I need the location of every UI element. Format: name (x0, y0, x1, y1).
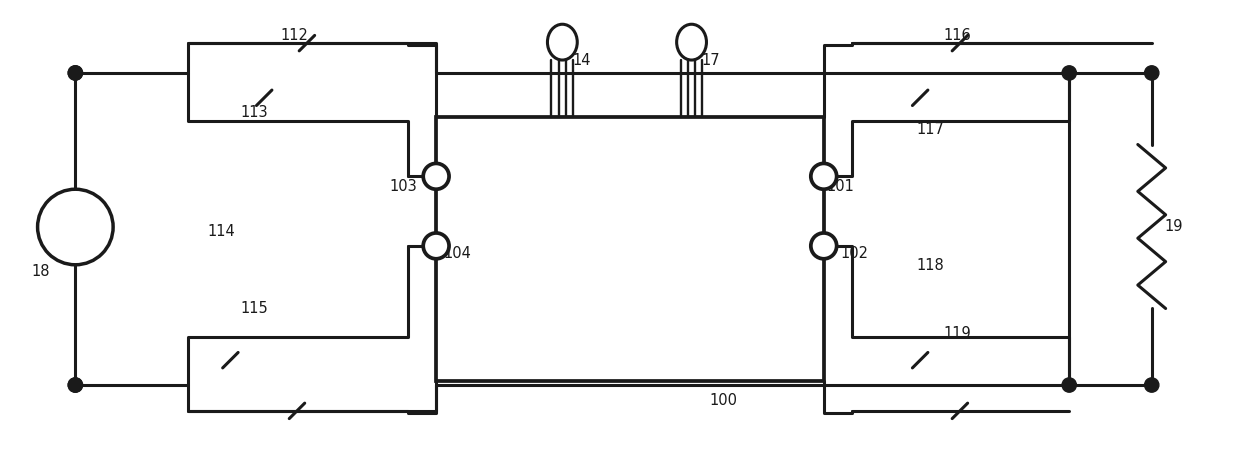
Ellipse shape (676, 24, 706, 60)
Text: 100: 100 (710, 394, 737, 409)
Circle shape (1145, 66, 1158, 80)
Text: 113: 113 (240, 105, 268, 120)
Text: 115: 115 (240, 301, 268, 316)
Ellipse shape (548, 24, 577, 60)
Text: 112: 112 (280, 28, 309, 43)
Circle shape (68, 378, 83, 392)
Text: 117: 117 (916, 122, 944, 137)
Text: 119: 119 (943, 326, 971, 341)
Circle shape (1062, 378, 1077, 392)
Circle shape (810, 233, 836, 259)
Circle shape (424, 163, 449, 189)
Circle shape (810, 163, 836, 189)
Text: 114: 114 (208, 224, 235, 239)
Text: +: + (63, 211, 73, 223)
Text: 17: 17 (701, 53, 720, 68)
Circle shape (37, 189, 113, 265)
Text: 19: 19 (1165, 218, 1183, 233)
Text: 103: 103 (389, 179, 418, 194)
Circle shape (424, 233, 449, 259)
Text: 14: 14 (572, 53, 591, 68)
Bar (436, 117, 824, 381)
Text: 118: 118 (916, 258, 944, 273)
Circle shape (1145, 378, 1158, 392)
Text: 104: 104 (444, 247, 471, 262)
Text: −: − (62, 229, 74, 244)
Circle shape (68, 378, 83, 392)
Text: 116: 116 (943, 28, 971, 43)
Text: 102: 102 (840, 247, 869, 262)
Circle shape (68, 66, 83, 80)
Circle shape (1062, 66, 1077, 80)
Text: 18: 18 (32, 264, 50, 279)
Circle shape (68, 66, 83, 80)
Text: 101: 101 (826, 179, 855, 194)
